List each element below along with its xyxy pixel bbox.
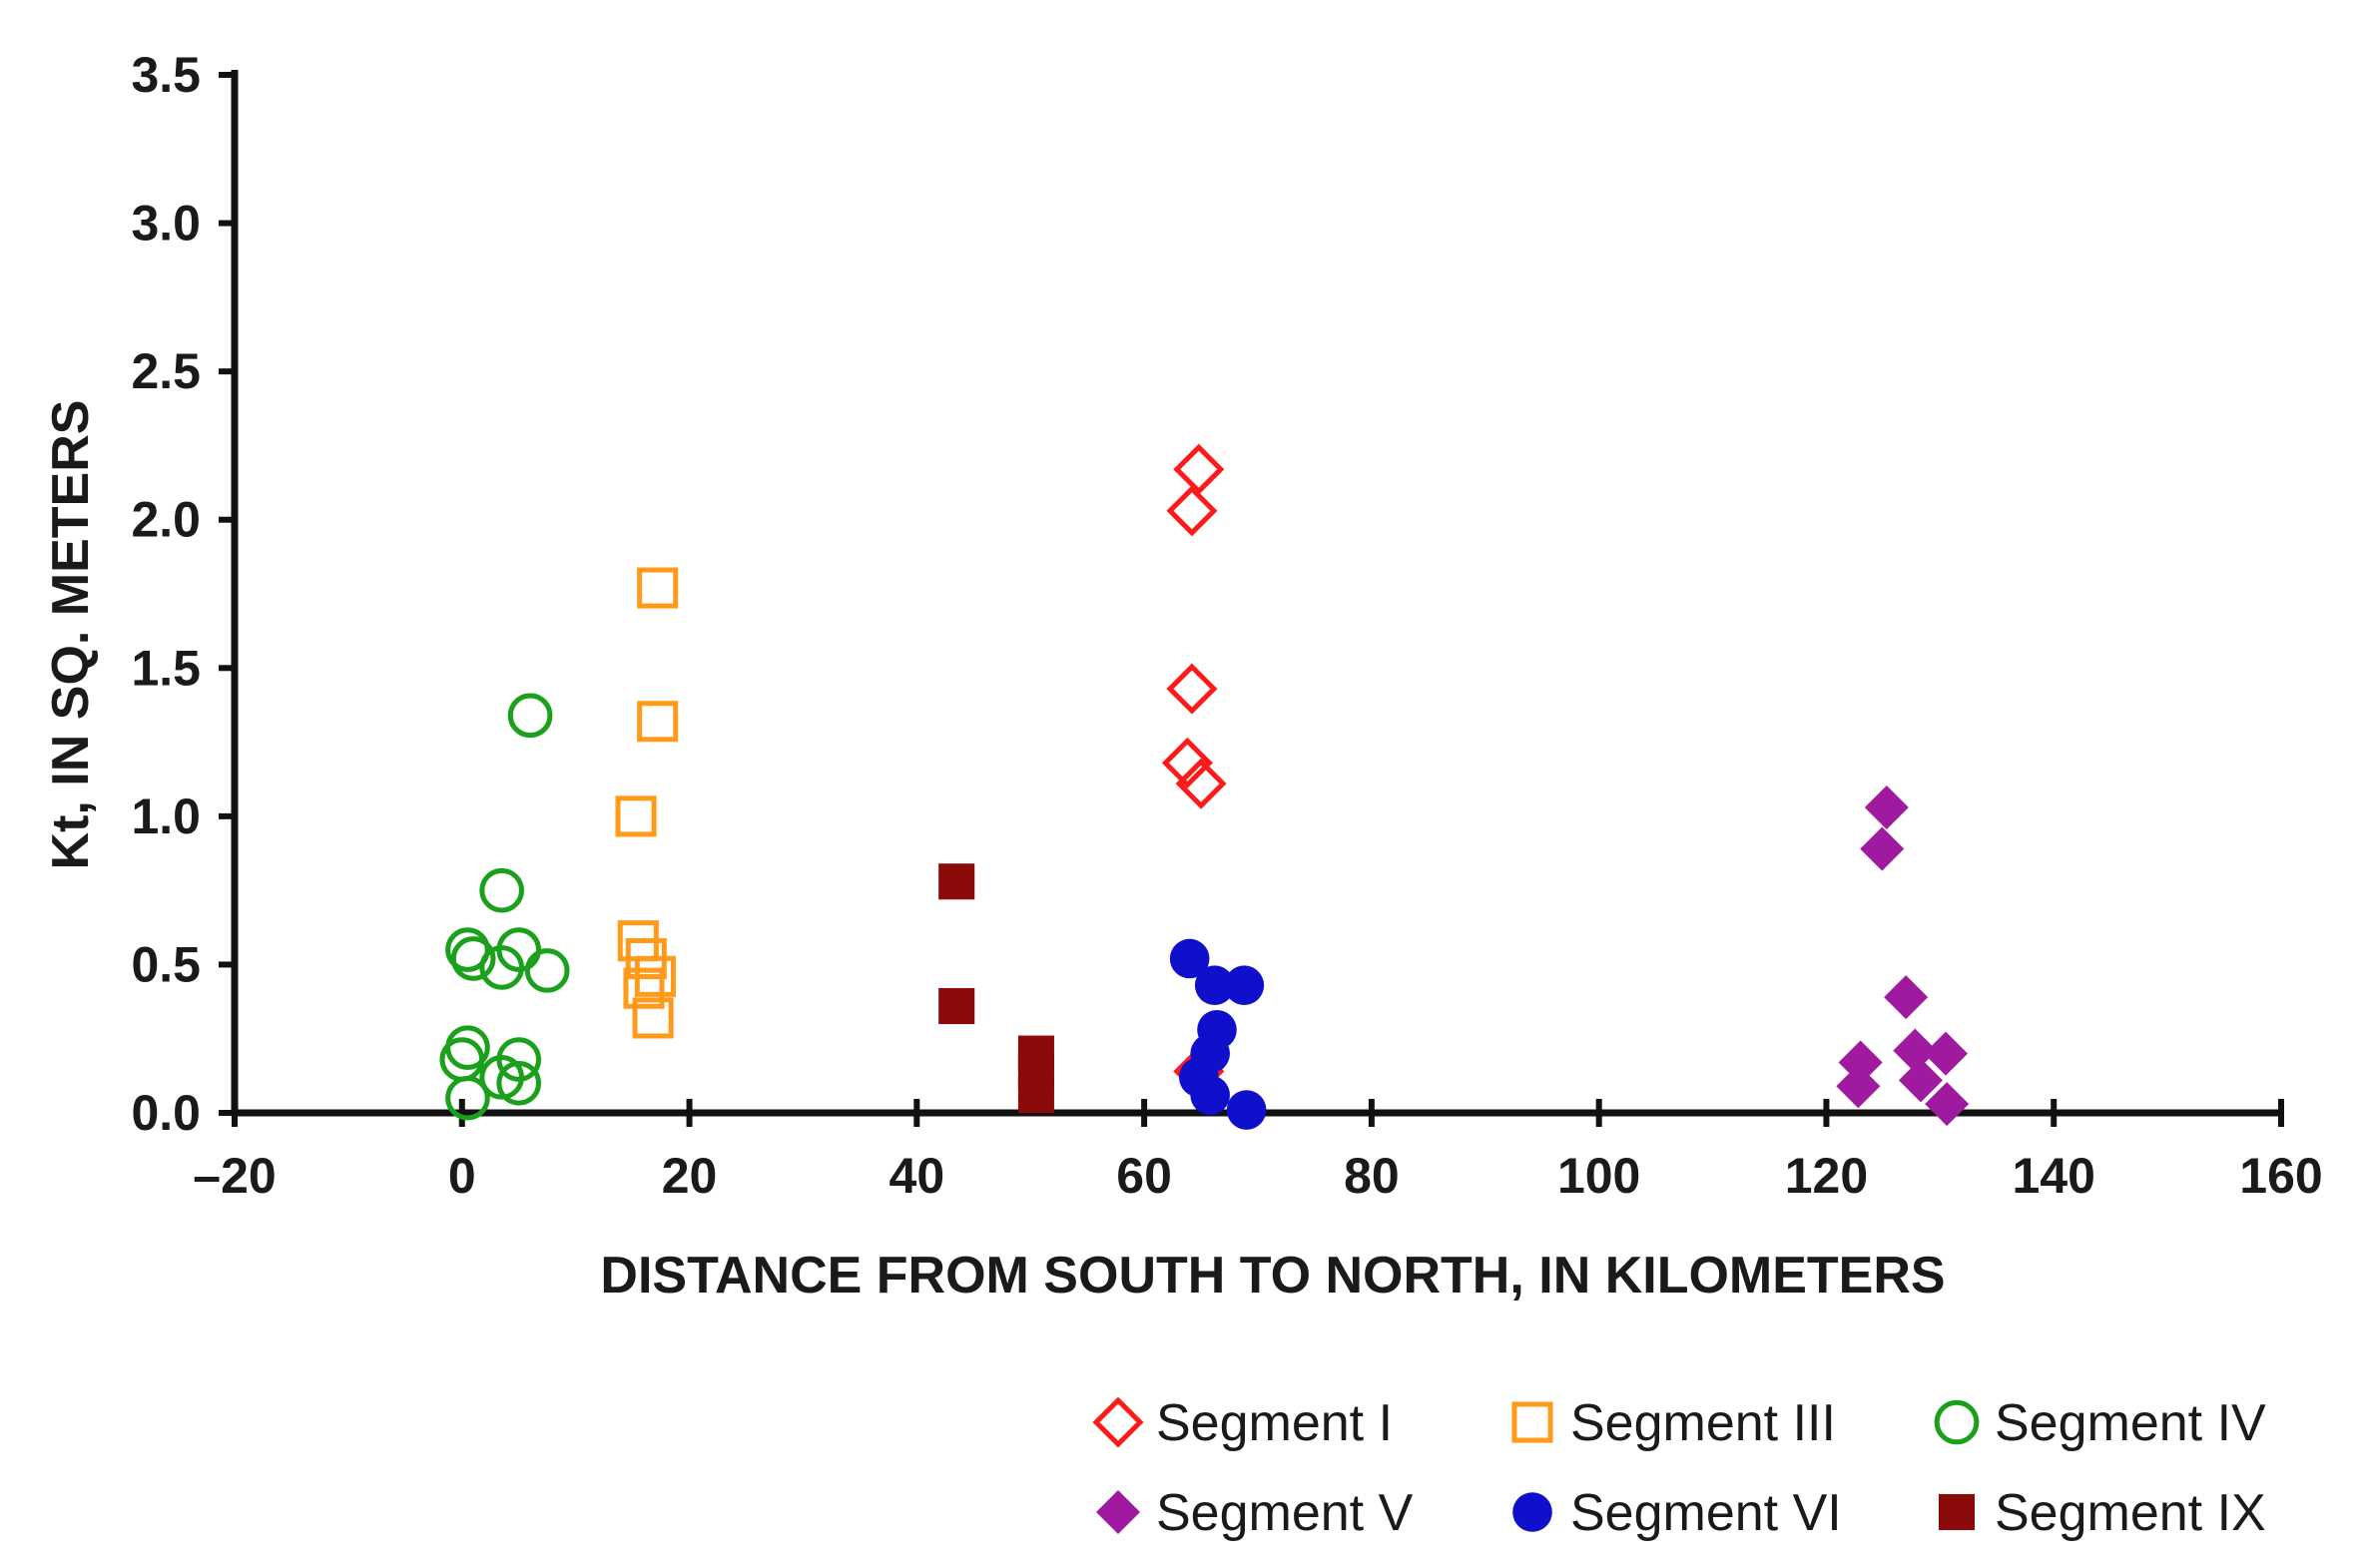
x-tick-label: 80 <box>1344 1148 1400 1204</box>
data-point-segment-v <box>1836 1064 1881 1109</box>
data-point-segment-iii <box>637 567 679 609</box>
data-point-segment-v <box>1860 826 1905 871</box>
data-point-segment-iv <box>479 867 524 913</box>
y-tick-label: 1.0 <box>131 788 201 844</box>
x-tick-label: 40 <box>889 1148 945 1204</box>
data-point-segment-iii <box>632 997 674 1039</box>
data-point-segment-i <box>1166 485 1218 537</box>
x-tick-label: –20 <box>193 1148 276 1204</box>
data-point-segment-vi <box>1224 965 1265 1006</box>
data-point-segment-ix <box>938 987 975 1025</box>
x-tick-label: 100 <box>1557 1148 1640 1204</box>
data-point-segment-v <box>1924 1031 1969 1076</box>
legend-marker-segment-v <box>1096 1490 1140 1534</box>
data-point-segment-iii <box>634 955 676 997</box>
legend-marker-segment-i <box>1092 1396 1144 1448</box>
x-tick-label: 120 <box>1785 1148 1868 1204</box>
y-tick-label: 0.5 <box>131 936 201 992</box>
data-point-segment-v <box>1925 1082 1970 1127</box>
y-tick-label: 1.5 <box>131 640 201 696</box>
data-point-segment-i <box>1166 663 1218 715</box>
data-point-segment-ix <box>938 863 975 900</box>
axes: –20 0 20 40 60 80 100 120 140 160 0.0 0.5 1.0 1.5 2.0 2… <box>131 47 2322 1204</box>
legend-marker-segment-vi <box>1512 1492 1552 1532</box>
data-point-segment-vi <box>1190 1075 1230 1115</box>
data-point-segment-v <box>1864 784 1909 829</box>
data-point-segment-ix <box>1017 1077 1054 1114</box>
y-tick-label: 2.0 <box>131 492 201 548</box>
y-tick-label: 3.0 <box>131 196 201 252</box>
data-point-segment-v <box>1884 975 1929 1020</box>
y-tick-label: 0.0 <box>131 1085 201 1141</box>
data-point-segment-i <box>1175 758 1227 809</box>
data-point-segment-vi <box>1226 1090 1267 1130</box>
x-tick-label: 0 <box>448 1148 476 1204</box>
data-point-segment-vi <box>1194 965 1235 1006</box>
legend-label-segment-iii: Segment III <box>1570 1394 1836 1452</box>
legend-label-segment-vi: Segment VI <box>1570 1484 1842 1542</box>
y-axis-title: Kt, IN SQ. METERS <box>42 400 100 870</box>
data-point-segment-iv <box>507 693 553 739</box>
x-tick-label: 160 <box>2239 1148 2322 1204</box>
data-point-segment-v <box>1893 1028 1938 1073</box>
data-point-segment-iv <box>524 948 570 993</box>
data-point-segment-iii <box>637 701 679 743</box>
data-point-segment-vi <box>1169 938 1210 979</box>
legend-label-segment-iv: Segment IV <box>1995 1394 2266 1452</box>
legend-label-segment-v: Segment V <box>1156 1484 1414 1542</box>
x-tick-label: 140 <box>2013 1148 2095 1204</box>
x-tick-label: 60 <box>1116 1148 1172 1204</box>
legend-marker-segment-iii <box>1511 1401 1553 1443</box>
x-tick-label: 20 <box>662 1148 718 1204</box>
data-point-segment-iv <box>496 927 542 972</box>
legend-marker-segment-ix <box>1938 1493 1976 1531</box>
legend-label-segment-ix: Segment IX <box>1995 1484 2266 1542</box>
data-point-segment-iv <box>445 1075 490 1121</box>
data-point-segment-iv <box>496 1060 542 1106</box>
y-tick-label: 3.5 <box>131 47 201 103</box>
data-point-segment-i <box>1173 443 1225 495</box>
data-point-segment-iii <box>623 967 665 1009</box>
legend-marker-segment-iv <box>1934 1399 1980 1445</box>
legend: Segment I Segment III Segment IV Segment V S… <box>1092 1394 2266 1542</box>
data-point-segment-iv <box>439 1037 485 1082</box>
data-point-segment-i <box>1161 737 1213 788</box>
data-points <box>439 443 1970 1130</box>
data-point-segment-iv <box>450 936 496 981</box>
x-axis-title: DISTANCE FROM SOUTH TO NORTH, IN KILOMET… <box>600 1247 1945 1305</box>
y-tick-label: 2.5 <box>131 343 201 399</box>
data-point-segment-iii <box>615 795 657 837</box>
axis-labels: DISTANCE FROM SOUTH TO NORTH, IN KILOMET… <box>42 400 1946 1305</box>
data-point-segment-v <box>1898 1058 1943 1103</box>
legend-label-segment-i: Segment I <box>1156 1394 1393 1452</box>
data-point-segment-iv <box>445 927 490 972</box>
